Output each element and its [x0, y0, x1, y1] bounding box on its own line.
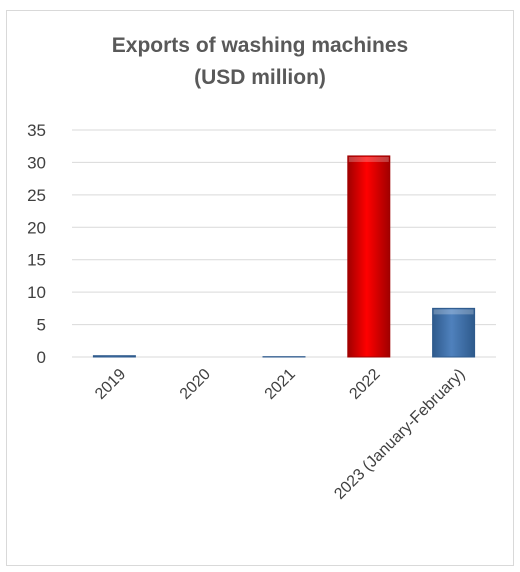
y-tick-label: 5	[37, 316, 46, 335]
y-tick-label: 20	[27, 218, 46, 237]
bar	[92, 355, 136, 358]
gridlines	[72, 129, 496, 358]
chart-title: Exports of washing machines (USD million…	[0, 30, 520, 94]
y-axis: 0 5 10 15 20 25 30 35	[27, 121, 46, 367]
x-tick-label: 2020	[177, 366, 214, 403]
bar	[432, 307, 476, 358]
x-tick-label: 2019	[92, 366, 129, 403]
y-tick-label: 0	[37, 348, 46, 367]
y-tick-label: 25	[27, 186, 46, 205]
x-tick-label: 2021	[262, 366, 299, 403]
bar	[347, 155, 391, 358]
y-tick-label: 30	[27, 153, 46, 172]
y-tick-label: 35	[27, 121, 46, 140]
bars	[92, 155, 476, 358]
y-tick-label: 10	[27, 283, 46, 302]
chart-title-line1: Exports of washing machines	[111, 34, 409, 57]
chart-title-line2: (USD million)	[194, 66, 326, 89]
bar-highlight	[433, 309, 474, 315]
x-tick-label: 2022	[346, 366, 383, 403]
chart-frame	[6, 10, 514, 566]
y-tick-label: 15	[27, 251, 46, 270]
bar-highlight	[348, 156, 389, 162]
